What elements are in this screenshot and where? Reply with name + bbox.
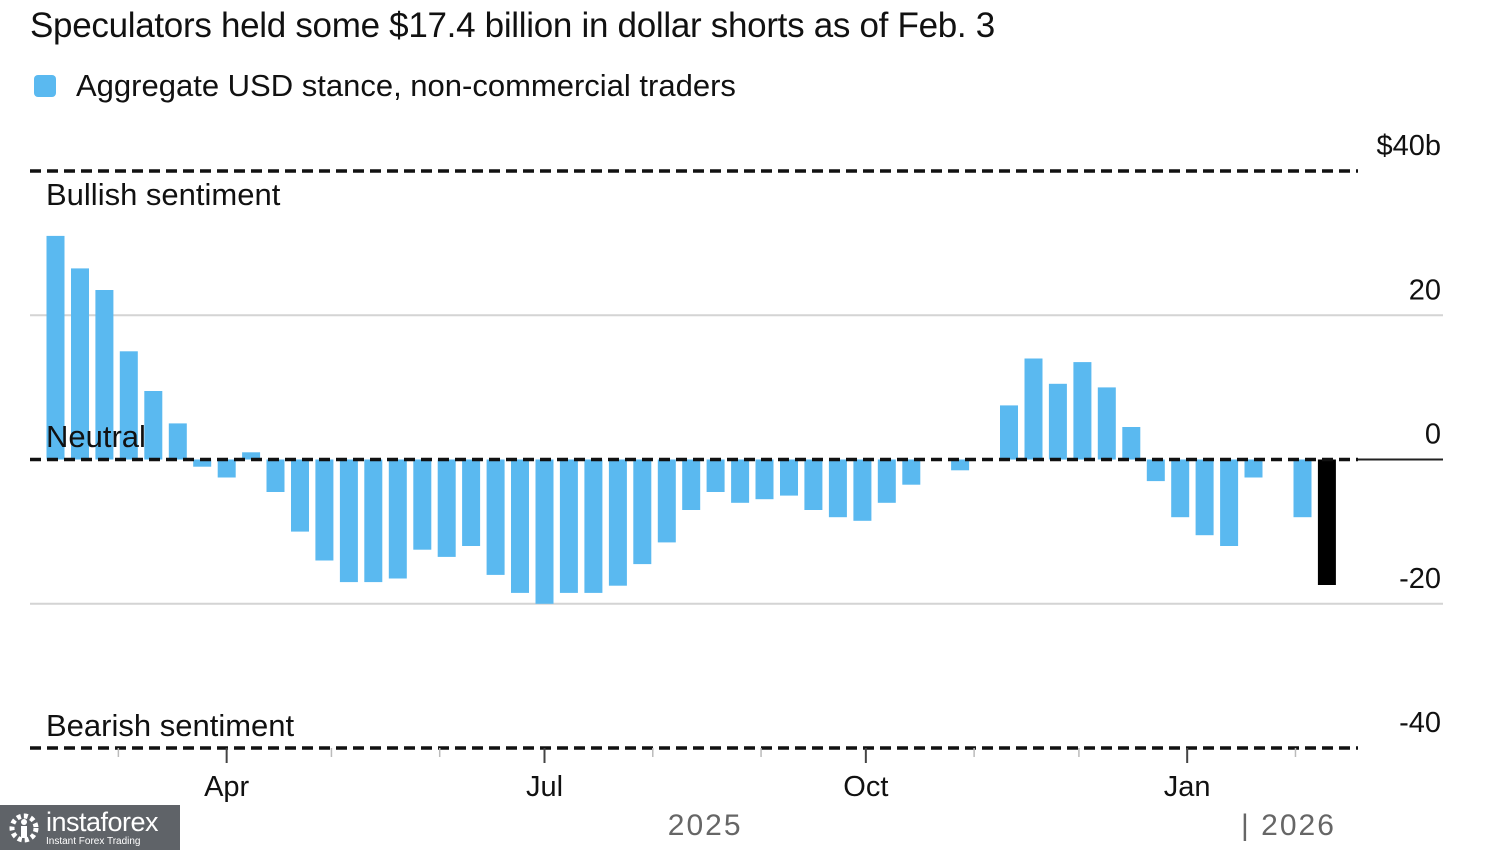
bar-28	[731, 459, 750, 503]
bar-37	[951, 459, 970, 471]
watermark-tagline: Instant Forex Trading	[46, 836, 141, 847]
bar-15	[413, 459, 432, 550]
bar-29	[755, 459, 774, 500]
bar-13	[364, 459, 383, 583]
bar-52	[1317, 459, 1336, 585]
y-tick-label-3: -20	[1399, 563, 1441, 595]
bar-24	[633, 459, 652, 565]
chart-title: Speculators held some $17.4 billion in d…	[30, 6, 995, 45]
x-tick-label-1: Jul	[526, 771, 563, 803]
bar-14	[388, 459, 407, 579]
bar-1	[71, 268, 89, 460]
bar-26	[682, 459, 701, 510]
y-tick-label-4: -40	[1399, 707, 1441, 739]
bar-9	[266, 459, 285, 492]
bar-21	[559, 459, 578, 593]
bar-31	[804, 459, 823, 510]
bar-6	[193, 459, 212, 467]
x-tick-label-3: Jan	[1164, 771, 1211, 803]
x-tick-label-2: Oct	[843, 771, 888, 803]
bar-34	[877, 459, 896, 503]
bar-33	[853, 459, 872, 521]
watermark: instaforex Instant Forex Trading	[0, 805, 180, 850]
y-tick-label-2: 0	[1425, 419, 1441, 451]
bar-0	[46, 235, 65, 460]
bar-39	[1000, 405, 1018, 460]
bar-20	[535, 459, 554, 604]
bar-17	[462, 459, 481, 546]
bar-51	[1293, 459, 1312, 518]
bar-8	[242, 452, 261, 460]
bar-47	[1195, 459, 1214, 536]
bar-46	[1171, 459, 1190, 518]
y-tick-label-1: 20	[1409, 274, 1441, 306]
bar-19	[511, 459, 529, 593]
annotation-label-1: Neutral	[46, 419, 146, 454]
bar-42	[1073, 362, 1092, 460]
bar-35	[902, 459, 921, 485]
bar-23	[608, 459, 627, 586]
bar-18	[486, 459, 505, 575]
bar-41	[1048, 383, 1067, 460]
annotation-label-0: Bullish sentiment	[46, 177, 281, 212]
bar-4	[144, 391, 163, 460]
bar-12	[339, 459, 358, 583]
annotation-label-2: Bearish sentiment	[46, 708, 295, 743]
legend: Aggregate USD stance, non-commercial tra…	[34, 66, 736, 106]
bar-49	[1244, 459, 1263, 478]
legend-swatch	[34, 75, 56, 97]
bar-30	[780, 459, 798, 496]
bar-48	[1220, 459, 1239, 546]
bar-44	[1122, 427, 1141, 460]
bar-43	[1097, 387, 1116, 460]
bar-32	[828, 459, 847, 518]
bar-10	[291, 459, 309, 532]
bar-5	[168, 423, 187, 460]
bar-3	[119, 351, 138, 460]
bar-11	[315, 459, 334, 561]
bar-27	[706, 459, 725, 492]
watermark-brand: instaforex	[46, 807, 159, 837]
x-tick-label-0: Apr	[204, 771, 249, 803]
bar-22	[584, 459, 603, 593]
year-label-1: | 2026	[1241, 809, 1336, 842]
bar-40	[1024, 358, 1043, 460]
y-tick-label-0: $40b	[1376, 130, 1441, 162]
legend-label: Aggregate USD stance, non-commercial tra…	[76, 68, 736, 103]
gear-logo-icon	[9, 813, 39, 842]
year-label-0: 2025	[668, 809, 743, 842]
bar-2	[95, 290, 114, 460]
bar-25	[657, 459, 676, 543]
bar-45	[1146, 459, 1165, 482]
bar-7	[217, 459, 236, 478]
bar-16	[437, 459, 456, 557]
